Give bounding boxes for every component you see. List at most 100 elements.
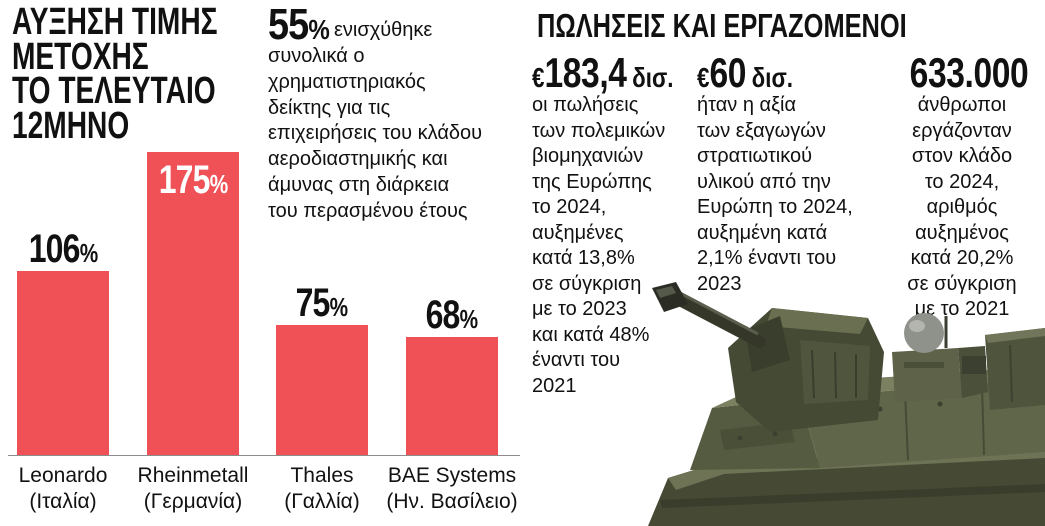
bar-rheinmetall	[147, 152, 239, 455]
exports-description-line: αυξημένη κατά	[697, 221, 828, 244]
bar-value-text: 106%	[28, 229, 98, 276]
employees-description-line: σε σύγκριση	[907, 272, 1017, 295]
index-growth-percent: %	[308, 14, 330, 45]
index-description-line: συνολικά ο	[268, 45, 365, 67]
bar-value-number: 106	[28, 227, 80, 272]
bar-value-label: 106%	[17, 229, 109, 276]
chart-title-line: ΜΕΤΟΧΗΣ	[12, 35, 149, 78]
exports-amount-number: 60	[709, 49, 747, 96]
company-name: Rheinmetall	[137, 464, 249, 487]
company-country: (Γαλλία)	[284, 490, 360, 513]
bar-leonardo	[17, 271, 109, 455]
exports-description-line: ήταν η αξία	[697, 94, 797, 116]
employees-description-line: το 2024,	[924, 170, 1000, 193]
bar-value-label: 68%	[406, 295, 498, 342]
index-growth-value: 55%	[268, 3, 330, 57]
employees-description: άνθρωποι εργάζονταν στον κλάδο το 2024, αριθ…	[889, 93, 1035, 323]
currency-symbol: €	[697, 62, 710, 93]
company-name: BAE Systems	[387, 464, 517, 487]
bar-thales	[276, 325, 368, 455]
category-label-bae-systems: BAE Systems (Ην. Βασίλειο)	[372, 463, 532, 515]
sensor-mast	[892, 313, 988, 402]
bar-value-percent: %	[79, 238, 98, 269]
index-description-first-line: ενισχύθηκε	[334, 19, 433, 41]
exports-description-line: στρατιωτικού	[697, 145, 813, 167]
employees-count: 633.000	[909, 52, 1028, 104]
sales-description-line: έναντι του	[532, 349, 621, 371]
company-country: (Γερμανία)	[143, 490, 243, 513]
employees-description-line: αυξημένος	[915, 221, 1009, 244]
exports-amount: €60 δισ.	[697, 52, 793, 104]
sales-description-line: βιομηχανιών	[532, 145, 644, 167]
index-growth-number: 55	[268, 0, 309, 49]
chart-baseline	[8, 455, 520, 456]
employees-description-line: αριθμός	[926, 196, 998, 218]
index-description-line: αεροδιαστημικής και	[268, 148, 448, 171]
employees-description-line: εργάζονταν	[912, 119, 1012, 142]
military-vehicle-image	[648, 282, 1045, 526]
exports-description-line: Ευρώπη το 2024,	[697, 196, 853, 218]
sales-description-line: κατά 13,8%	[532, 247, 635, 269]
gun-barrel	[652, 282, 766, 348]
bar-bae-systems	[406, 337, 498, 455]
category-label-rheinmetall: Rheinmetall (Γερμανία)	[113, 463, 273, 515]
index-description-line: δείκτης για τις	[268, 96, 391, 119]
company-name: Leonardo	[18, 464, 108, 487]
employees-description-line: άνθρωποι	[917, 94, 1007, 116]
category-label-leonardo: Leonardo (Ιταλία)	[0, 463, 143, 515]
bar-value-percent: %	[209, 169, 228, 199]
bar-value-number: 68	[425, 293, 461, 338]
armor-panel	[985, 328, 1045, 410]
exports-description: ήταν η αξία των εξαγωγών στρατιωτικού υλικο…	[697, 93, 853, 297]
sales-description-line: αυξημένες	[532, 221, 624, 244]
employees-description-line: κατά 20,2%	[910, 247, 1014, 269]
sales-description-line: σε σύγκριση	[532, 272, 642, 295]
sales-description-line: των πολεμικών	[532, 119, 666, 142]
category-label-thales: Thales (Γαλλία)	[242, 463, 402, 515]
company-name: Thales	[290, 464, 354, 487]
sales-amount: €183,4 δισ.	[532, 52, 674, 104]
bar-value-percent: %	[459, 304, 479, 335]
currency-symbol: €	[532, 62, 545, 93]
bar-value-percent: %	[329, 292, 349, 323]
bar-value-number: 75	[295, 281, 331, 326]
exports-description-line: 2023	[697, 272, 742, 295]
bar-chart: 106% Leonardo (Ιταλία) 175% Rheinmetall (Γερμ…	[0, 152, 518, 515]
bar-value-text: 175%	[158, 160, 228, 207]
bar-value-number: 175	[158, 158, 210, 202]
chart-title-line: 12ΜΗΝΟ	[12, 104, 130, 147]
sales-description-line: και κατά 48%	[532, 323, 650, 346]
company-country: (Ην. Βασίλειο)	[386, 490, 518, 513]
exports-description-line: των εξαγωγών	[697, 119, 826, 142]
chart-title-line: ΑΥΞΗΣΗ ΤΙΜΗΣ	[12, 1, 218, 43]
exports-description-line: 2,1% έναντι του	[697, 247, 837, 269]
employees-description-line: με το 2021	[914, 298, 1010, 320]
chart-title-line: ΤΟ ΤΕΛΕΥΤΑΙΟ	[12, 70, 216, 112]
sales-description-line: οι πωλήσεις	[532, 94, 639, 116]
radar-dome	[904, 313, 944, 353]
company-country: (Ιταλία)	[29, 490, 97, 513]
bar-value-label: 75%	[276, 283, 368, 330]
sales-description-line: το 2024,	[532, 196, 607, 218]
employees-description-line: στον κλάδο	[911, 145, 1013, 167]
index-description-line: επιχειρήσεις του κλάδου	[268, 122, 483, 145]
employees-count-number: 633.000	[909, 49, 1028, 96]
gun-cradle	[728, 308, 884, 432]
sales-amount-number: 183,4	[544, 49, 627, 96]
sales-description-line: της Ευρώπης	[532, 170, 652, 193]
index-description: συνολικά ο χρηματιστηριακός δείκτης για τι…	[268, 44, 482, 225]
sales-description: οι πωλήσεις των πολεμικών βιομηχανιών της Ε…	[532, 93, 665, 399]
chart-title: ΑΥΞΗΣΗ ΤΙΜΗΣ ΜΕΤΟΧΗΣ ΤΟ ΤΕΛΕΥΤΑΙΟ 12ΜΗΝΟ	[12, 1, 290, 147]
sales-section-title: ΠΩΛΗΣΕΙΣ ΚΑΙ ΕΡΓΑΖΟΜΕΝΟΙ	[537, 7, 907, 44]
sales-description-line: 2021	[532, 374, 577, 397]
bar-value-label: 175%	[147, 160, 239, 207]
sales-amount-unit: δισ.	[632, 62, 674, 93]
exports-description-line: υλικού από την	[697, 170, 831, 193]
bar-value-text: 75%	[296, 283, 349, 330]
index-description-line: του περασμένου έτους	[268, 199, 468, 222]
bar-value-text: 68%	[426, 295, 479, 342]
index-description-line: χρηματιστηριακός	[268, 70, 426, 93]
exports-amount-unit: δισ.	[751, 62, 793, 93]
sales-description-line: με το 2023	[532, 298, 627, 320]
index-description-line: άμυνας στη διάρκεια	[268, 173, 450, 196]
